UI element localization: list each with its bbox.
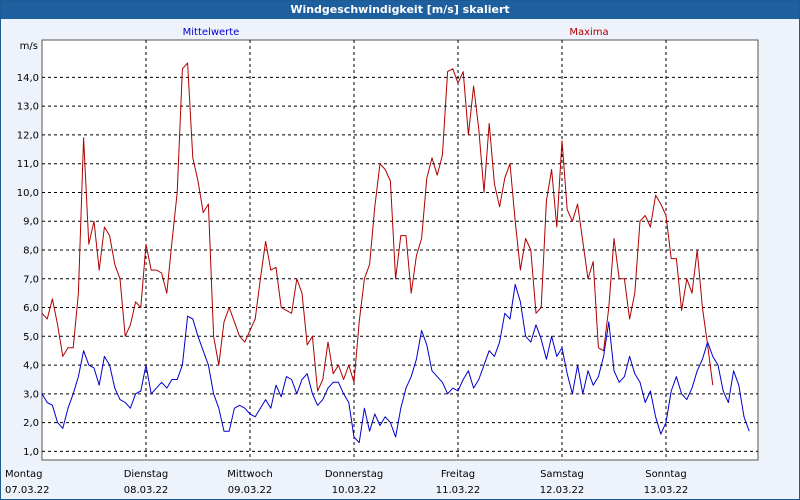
legend-mittelwerte: Mittelwerte xyxy=(183,27,240,38)
y-tick-label: 3,0 xyxy=(23,389,39,400)
x-tick-date: 11.03.22 xyxy=(436,485,481,496)
x-axis: Montag 07.03.22 Dienstag 08.03.22 Mittwoch 09… xyxy=(5,469,688,496)
series-lines xyxy=(41,62,750,444)
x-tick-day: Mittwoch xyxy=(227,469,272,480)
y-tick-label: 14,0 xyxy=(17,73,39,84)
series-line-mittelwerte xyxy=(41,284,750,444)
y-axis: 1,0 2,0 3,0 4,0 5,0 6,0 7,0 8,0 9,0 10,0 11,0 12,0 1… xyxy=(17,73,39,458)
y-tick-label: 9,0 xyxy=(23,217,39,228)
x-tick-day: Donnerstag xyxy=(325,469,383,480)
x-tick-date: 09.03.22 xyxy=(228,485,273,496)
y-tick-label: 10,0 xyxy=(17,188,39,199)
y-axis-label: m/s xyxy=(20,41,38,52)
x-tick-day: Dienstag xyxy=(124,469,169,480)
x-tick-day: Freitag xyxy=(441,469,475,480)
y-tick-label: 13,0 xyxy=(17,102,39,113)
y-tick-label: 6,0 xyxy=(23,303,39,314)
x-tick-day: Sonntag xyxy=(645,469,687,480)
y-tick-label: 12,0 xyxy=(17,130,39,141)
x-tick-date: 08.03.22 xyxy=(124,485,169,496)
y-tick-label: 1,0 xyxy=(23,447,39,458)
y-tick-label: 7,0 xyxy=(23,274,39,285)
x-tick-date: 10.03.22 xyxy=(332,485,377,496)
legend-maxima: Maxima xyxy=(569,27,608,38)
x-tick-date: 07.03.22 xyxy=(5,485,50,496)
y-tick-label: 4,0 xyxy=(23,361,39,372)
x-tick-date: 12.03.22 xyxy=(540,485,585,496)
chart-title: Windgeschwindigkeit [m/s] skaliert xyxy=(1,1,799,19)
series-line-maxima xyxy=(41,62,714,392)
y-tick-label: 11,0 xyxy=(17,159,39,170)
x-tick-day: Montag xyxy=(5,469,42,480)
y-tick-label: 5,0 xyxy=(23,332,39,343)
y-tick-label: 2,0 xyxy=(23,418,39,429)
x-tick-day: Samstag xyxy=(540,469,584,480)
y-tick-label: 8,0 xyxy=(23,246,39,257)
x-tick-date: 13.03.22 xyxy=(644,485,689,496)
